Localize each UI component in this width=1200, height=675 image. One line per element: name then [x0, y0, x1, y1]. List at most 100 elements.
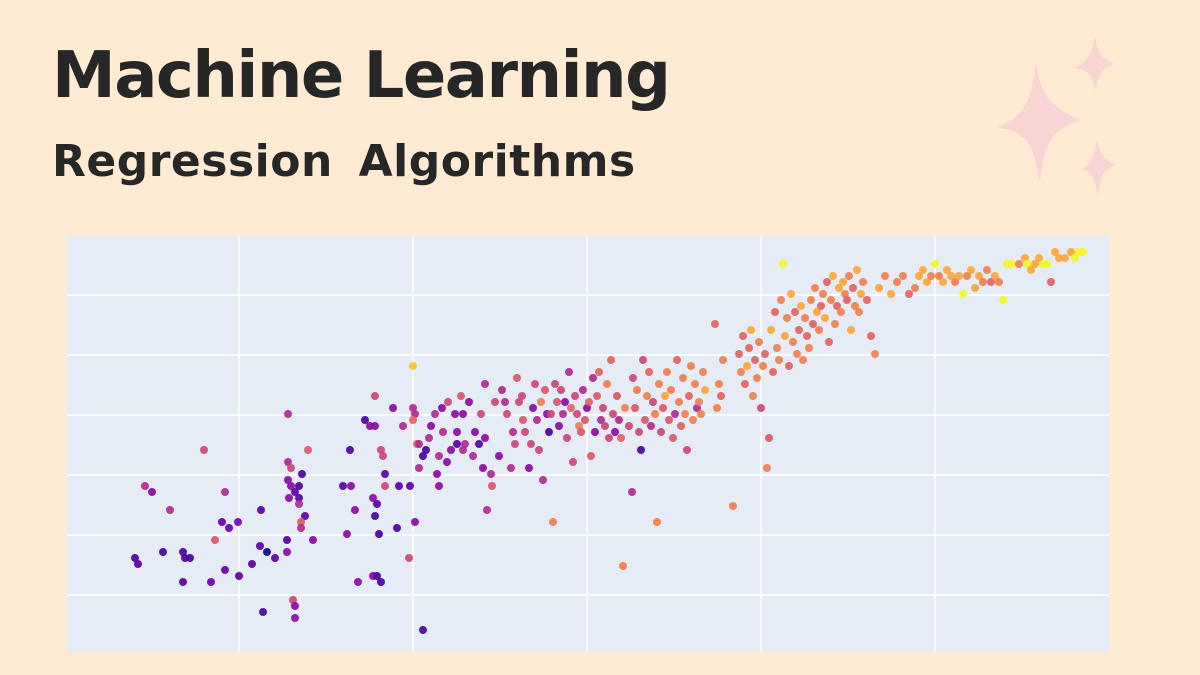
- data-point: [643, 392, 651, 400]
- data-point: [805, 344, 813, 352]
- data-point: [875, 284, 883, 292]
- data-point: [593, 392, 601, 400]
- data-point: [295, 494, 303, 502]
- data-points: [131, 248, 1087, 634]
- data-point: [637, 446, 645, 454]
- data-point: [683, 446, 691, 454]
- data-point: [785, 362, 793, 370]
- data-point: [131, 554, 139, 562]
- data-point: [425, 434, 433, 442]
- data-point: [469, 452, 477, 460]
- data-point: [719, 356, 727, 364]
- data-point: [373, 572, 381, 580]
- data-point: [553, 398, 561, 406]
- data-point: [681, 410, 689, 418]
- data-point: [699, 368, 707, 376]
- data-point: [537, 398, 545, 406]
- data-point: [1055, 254, 1063, 262]
- data-point: [657, 428, 665, 436]
- data-point: [887, 290, 895, 298]
- data-point: [419, 626, 427, 634]
- data-point: [687, 362, 695, 370]
- data-point: [1035, 254, 1043, 262]
- data-point: [765, 434, 773, 442]
- data-point: [295, 500, 303, 508]
- data-point: [347, 482, 355, 490]
- data-point: [605, 434, 613, 442]
- data-point: [659, 404, 667, 412]
- data-point: [893, 278, 901, 286]
- data-point: [297, 524, 305, 532]
- data-point: [881, 272, 889, 280]
- data-point: [549, 518, 557, 526]
- data-point: [931, 260, 939, 268]
- data-point: [559, 410, 567, 418]
- data-point: [847, 326, 855, 334]
- data-point: [377, 578, 385, 586]
- data-point: [531, 380, 539, 388]
- data-point: [695, 398, 703, 406]
- data-point: [915, 272, 923, 280]
- data-point: [256, 542, 264, 550]
- data-point: [585, 398, 593, 406]
- data-point: [399, 422, 407, 430]
- data-point: [545, 428, 553, 436]
- data-point: [843, 296, 851, 304]
- data-point: [661, 392, 669, 400]
- data-point: [629, 374, 637, 382]
- data-point: [453, 428, 461, 436]
- data-point: [248, 560, 256, 568]
- data-point: [611, 428, 619, 436]
- data-point: [775, 356, 783, 364]
- data-point: [871, 350, 879, 358]
- data-point: [301, 512, 309, 520]
- data-point: [291, 488, 299, 496]
- data-point: [827, 296, 835, 304]
- data-point: [411, 518, 419, 526]
- data-point: [287, 482, 295, 490]
- data-point: [525, 464, 533, 472]
- data-point: [971, 284, 979, 292]
- data-point: [567, 404, 575, 412]
- data-point: [671, 410, 679, 418]
- data-point: [263, 548, 271, 556]
- data-point: [617, 434, 625, 442]
- data-point: [975, 272, 983, 280]
- data-point: [346, 446, 354, 454]
- data-point: [853, 266, 861, 274]
- data-point: [633, 386, 641, 394]
- data-point: [987, 278, 995, 286]
- data-point: [773, 344, 781, 352]
- data-point: [849, 284, 857, 292]
- data-point: [1027, 266, 1035, 274]
- data-point: [422, 446, 430, 454]
- data-point: [979, 278, 987, 286]
- data-point: [803, 332, 811, 340]
- data-point: [809, 320, 817, 328]
- data-point: [533, 416, 541, 424]
- page-title: Machine Learning: [52, 39, 671, 113]
- data-point: [438, 404, 446, 412]
- data-point: [777, 296, 785, 304]
- data-point: [821, 314, 829, 322]
- data-point: [1051, 248, 1059, 256]
- data-point: [923, 278, 931, 286]
- data-point: [741, 380, 749, 388]
- sparkle-shapes: [997, 36, 1116, 196]
- data-point: [271, 554, 279, 562]
- data-point: [943, 266, 951, 274]
- data-point: [737, 368, 745, 376]
- data-point: [619, 562, 627, 570]
- data-point: [1047, 278, 1055, 286]
- data-point: [789, 338, 797, 346]
- data-point: [381, 482, 389, 490]
- data-point: [571, 392, 579, 400]
- data-point: [435, 452, 443, 460]
- data-point: [351, 506, 359, 514]
- data-point: [443, 458, 451, 466]
- data-point: [373, 500, 381, 508]
- data-point: [287, 464, 295, 472]
- data-point: [409, 362, 417, 370]
- data-point: [444, 398, 452, 406]
- data-point: [745, 344, 753, 352]
